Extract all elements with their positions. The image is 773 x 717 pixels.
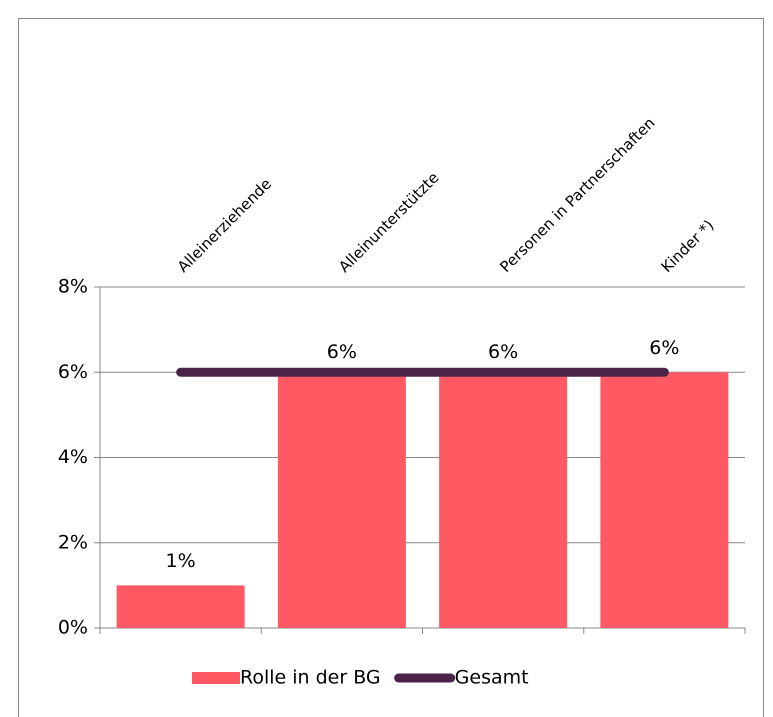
y-tick-label: 4% (58, 446, 88, 468)
legend-label: Rolle in der BG (240, 667, 381, 689)
legend-swatch (192, 672, 240, 684)
bar (600, 372, 729, 628)
bar (277, 376, 406, 628)
y-tick-label: 6% (58, 361, 88, 383)
y-tick-label: 8% (58, 276, 88, 298)
bar (116, 585, 245, 628)
data-label: 6% (649, 337, 679, 359)
data-label: 6% (488, 341, 518, 363)
y-tick-label: 0% (58, 617, 88, 639)
bar (439, 376, 568, 628)
data-label: 6% (327, 341, 357, 363)
y-tick-label: 2% (58, 531, 88, 553)
data-label: 1% (166, 550, 196, 572)
legend-label: Gesamt (455, 667, 529, 689)
